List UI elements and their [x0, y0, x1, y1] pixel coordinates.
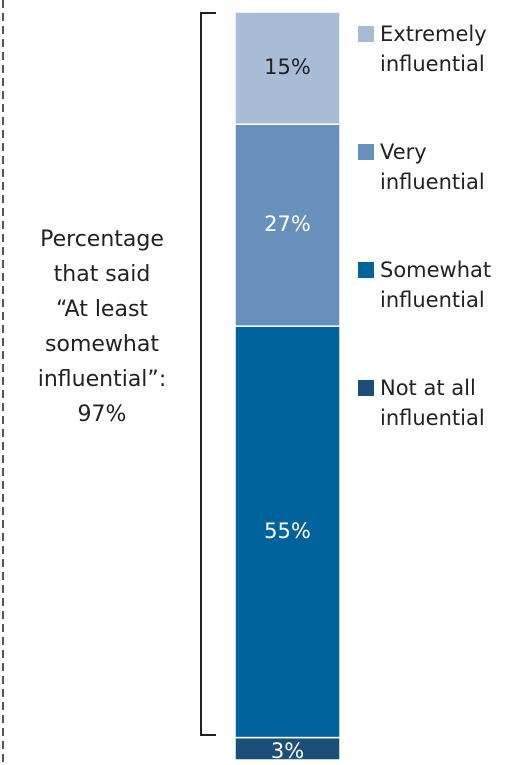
legend-label: Very influential — [380, 140, 485, 194]
legend-swatch — [358, 380, 374, 396]
value-label: 27% — [264, 212, 311, 236]
bar-segment — [234, 11, 341, 125]
bar-segment — [234, 325, 341, 739]
value-label: 3% — [271, 739, 304, 763]
legend-swatch — [358, 262, 374, 278]
legend-swatch — [358, 26, 374, 42]
legend-label: Somewhat influential — [380, 258, 492, 312]
legend-label: Extremely influential — [380, 22, 487, 76]
value-label: 55% — [264, 519, 311, 543]
bar-segment — [234, 123, 341, 327]
annotation: Percentage that said “At least somewhat … — [37, 227, 167, 427]
bracket — [200, 12, 216, 736]
legend-swatch — [358, 144, 374, 160]
legend-label: Not at all influential — [380, 376, 485, 430]
value-label: 15% — [264, 55, 311, 79]
